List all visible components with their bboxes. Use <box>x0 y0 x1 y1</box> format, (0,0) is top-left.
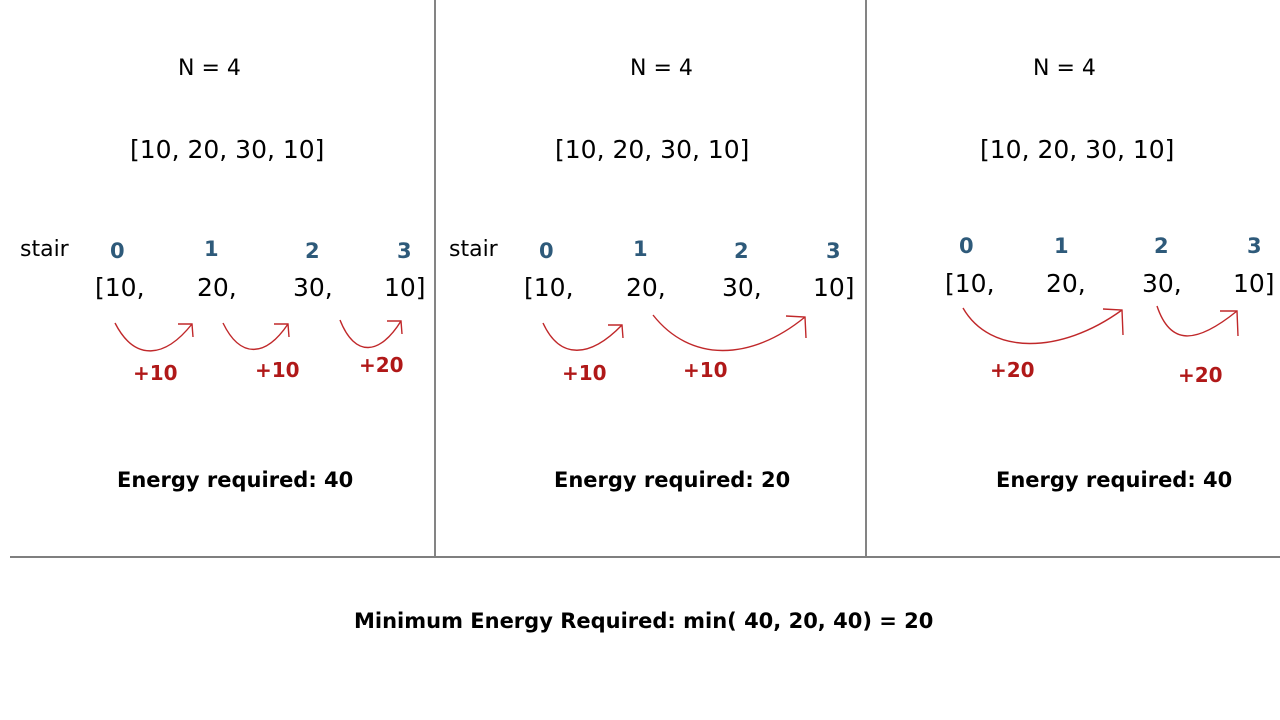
jump-arrow-p3-0-2 <box>962 307 1123 345</box>
panel-title: N = 4 <box>178 56 241 81</box>
arrowhead-p1-2-3 <box>387 320 403 335</box>
array-display: [10, 20, 30, 10] <box>980 135 1175 164</box>
stair-index-2: 2 <box>1154 234 1169 258</box>
stair-value-3: 10] <box>813 273 855 302</box>
energy-required: Energy required: 40 <box>996 468 1233 492</box>
stair-value-2: 30, <box>722 273 762 302</box>
arrowhead-p1-0-1 <box>178 323 194 338</box>
stair-index-2: 2 <box>734 239 749 263</box>
jump-arrow-p1-1-2 <box>222 322 289 350</box>
panel-title: N = 4 <box>630 56 693 81</box>
stair-value-0: [10, <box>95 273 145 302</box>
jump-arrow-p2-0-1 <box>542 322 623 351</box>
jump-arrow-p2-1-3 <box>652 314 806 352</box>
stair-index-0: 0 <box>539 239 554 263</box>
stair-index-0: 0 <box>110 239 125 263</box>
jump-cost-0-1: +10 <box>562 361 607 385</box>
minimum-energy-summary: Minimum Energy Required: min( 40, 20, 40… <box>354 609 934 633</box>
jump-arrow-p1-0-1 <box>114 322 193 352</box>
jump-cost-2-3: +20 <box>359 353 404 377</box>
arrowhead-p2-1-3 <box>785 315 807 339</box>
stair-value-3: 10] <box>1233 269 1275 298</box>
panel-title: N = 4 <box>1033 56 1096 81</box>
stair-index-1: 1 <box>1054 234 1069 258</box>
jump-arrow-p3-2-3 <box>1156 305 1238 337</box>
stair-index-2: 2 <box>305 239 320 263</box>
jump-cost-1-3: +10 <box>683 358 728 382</box>
stair-index-0: 0 <box>959 234 974 258</box>
stair-index-3: 3 <box>397 239 412 263</box>
array-display: [10, 20, 30, 10] <box>555 135 750 164</box>
stair-value-3: 10] <box>384 273 426 302</box>
stair-value-0: [10, <box>945 269 995 298</box>
arrowhead-p2-0-1 <box>608 324 624 339</box>
jump-cost-2-3: +20 <box>1178 363 1223 387</box>
arrowhead-p1-1-2 <box>274 323 290 338</box>
stair-value-1: 20, <box>626 273 666 302</box>
stair-index-3: 3 <box>826 239 841 263</box>
stair-value-2: 30, <box>1142 269 1182 298</box>
jump-arrow-p1-2-3 <box>339 319 402 349</box>
jump-cost-0-1: +10 <box>133 361 178 385</box>
stair-value-2: 30, <box>293 273 333 302</box>
arrowhead-p3-0-2 <box>1102 308 1124 336</box>
arrowhead-p3-2-3 <box>1220 310 1239 337</box>
array-display: [10, 20, 30, 10] <box>130 135 325 164</box>
energy-required: Energy required: 40 <box>117 468 354 492</box>
stair-label: stair <box>20 237 69 262</box>
stair-label: stair <box>449 237 498 262</box>
jump-cost-1-2: +10 <box>255 358 300 382</box>
stair-index-3: 3 <box>1247 234 1262 258</box>
stair-index-1: 1 <box>204 237 219 261</box>
stair-index-1: 1 <box>633 237 648 261</box>
jump-cost-0-2: +20 <box>990 358 1035 382</box>
stair-value-1: 20, <box>197 273 237 302</box>
stair-value-0: [10, <box>524 273 574 302</box>
energy-required: Energy required: 20 <box>554 468 791 492</box>
stair-value-1: 20, <box>1046 269 1086 298</box>
